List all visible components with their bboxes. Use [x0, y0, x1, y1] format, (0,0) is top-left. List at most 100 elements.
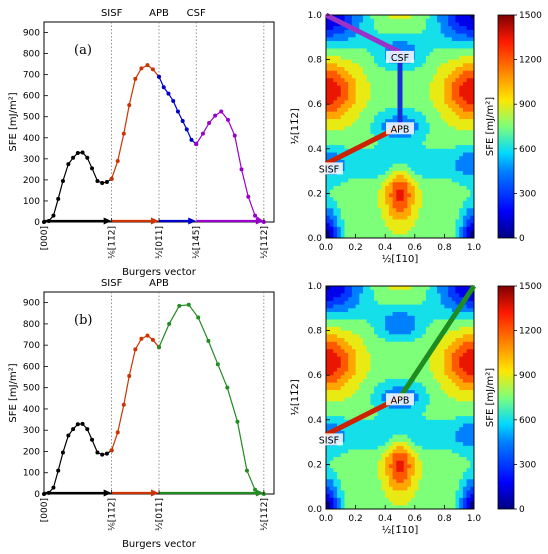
contour-cell: [367, 227, 371, 231]
contour-cell: [419, 86, 423, 90]
contour-cell: [374, 97, 378, 101]
contour-cell: [352, 141, 356, 145]
contour-cell: [415, 112, 419, 116]
contour-cell: [374, 464, 378, 468]
contour-cell: [437, 15, 441, 19]
contour-cell: [437, 145, 441, 149]
contour-cell: [419, 164, 423, 168]
data-point: [71, 156, 75, 160]
contour-cell: [393, 297, 397, 301]
contour-cell: [389, 63, 393, 67]
contour-cell: [422, 334, 426, 338]
contour-cell: [330, 82, 334, 86]
contour-cell: [400, 349, 404, 353]
contour-cell: [367, 208, 371, 212]
contour-cell: [404, 97, 408, 101]
contour-cell: [452, 360, 456, 364]
contour-cell: [370, 464, 374, 468]
contour-cell: [345, 219, 349, 223]
contour-cell: [356, 134, 360, 138]
contour-cell: [333, 345, 337, 349]
contour-cell: [382, 93, 386, 97]
contour-cell: [341, 286, 345, 290]
contour-cell: [459, 86, 463, 90]
contour-cell: [400, 498, 404, 502]
contour-cell: [345, 60, 349, 64]
contour-cell: [367, 364, 371, 368]
contour-cell: [382, 394, 386, 398]
contour-cell: [459, 331, 463, 335]
contour-cell: [356, 349, 360, 353]
contour-cell: [404, 424, 408, 428]
contour-cell: [422, 175, 426, 179]
contour-cell: [433, 494, 437, 498]
contour-cell: [411, 316, 415, 320]
contour-cell: [330, 464, 334, 468]
contour-cell: [430, 502, 434, 506]
contour-cell: [433, 115, 437, 119]
contour-cell: [459, 82, 463, 86]
contour-cell: [378, 334, 382, 338]
contour-cell: [400, 197, 404, 201]
contour-cell: [456, 156, 460, 160]
contour-cell: [448, 487, 452, 491]
contour-cell: [389, 479, 393, 483]
contour-cell: [415, 41, 419, 45]
contour-cell: [389, 472, 393, 476]
contour-cell: [378, 60, 382, 64]
contour-cell: [404, 450, 408, 454]
contour-cell: [352, 319, 356, 323]
contour-cell: [467, 71, 471, 75]
contour-cell: [333, 104, 337, 108]
contour-cell: [382, 149, 386, 153]
contour-cell: [400, 446, 404, 450]
contour-cell: [341, 48, 345, 52]
contour-cell: [441, 89, 445, 93]
contour-cell: [426, 476, 430, 480]
contour-cell: [359, 442, 363, 446]
contour-cell: [411, 205, 415, 209]
contour-cell: [422, 323, 426, 327]
contour-cell: [430, 290, 434, 294]
contour-cell: [389, 205, 393, 209]
contour-cell: [393, 494, 397, 498]
contour-cell: [456, 149, 460, 153]
contour-cell: [463, 212, 467, 216]
contour-cell: [374, 197, 378, 201]
contour-cell: [411, 100, 415, 104]
contour-cell: [415, 416, 419, 420]
data-point: [66, 434, 70, 438]
data-point: [213, 114, 217, 118]
contour-cell: [404, 353, 408, 357]
contour-cell: [419, 82, 423, 86]
contour-cell: [441, 290, 445, 294]
contour-cell: [411, 342, 415, 346]
contour-cell: [326, 379, 330, 383]
contour-cell: [456, 63, 460, 67]
contour-cell: [356, 398, 360, 402]
contour-cell: [422, 420, 426, 424]
contour-cell: [382, 19, 386, 23]
contour-cell: [393, 368, 397, 372]
contour-cell: [382, 164, 386, 168]
contour-cell: [385, 63, 389, 67]
contour-cell: [411, 160, 415, 164]
contour-cell: [441, 353, 445, 357]
top-label: SISF: [101, 8, 123, 19]
contour-cell: [437, 190, 441, 194]
contour-cell: [456, 416, 460, 420]
contour-cell: [463, 37, 467, 41]
contour-cell: [337, 394, 341, 398]
contour-cell: [411, 37, 415, 41]
contour-cell: [411, 82, 415, 86]
contour-cell: [441, 175, 445, 179]
contour-cell: [419, 308, 423, 312]
contour-cell: [433, 450, 437, 454]
contour-cell: [444, 100, 448, 104]
contour-cell: [374, 461, 378, 465]
contour-cell: [382, 119, 386, 123]
contour-cell: [411, 412, 415, 416]
contour-cell: [426, 156, 430, 160]
contour-cell: [400, 190, 404, 194]
contour-cell: [356, 179, 360, 183]
